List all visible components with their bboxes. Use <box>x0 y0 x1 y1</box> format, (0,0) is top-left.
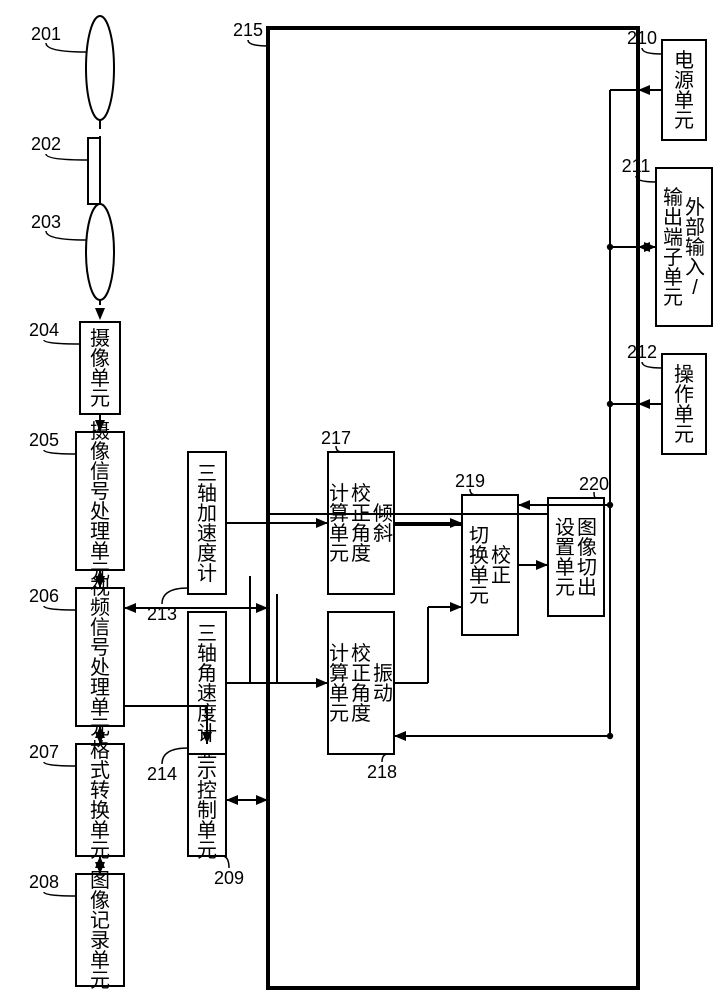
svg-text:218: 218 <box>367 762 397 782</box>
svg-text:显示控制单元: 显示控制单元 <box>197 740 217 862</box>
svg-text:201: 201 <box>31 24 61 44</box>
svg-text:208: 208 <box>29 872 59 892</box>
svg-text:211: 211 <box>622 156 651 176</box>
svg-text:图像切出: 图像切出 <box>577 517 597 599</box>
svg-text:切换单元: 切换单元 <box>469 525 489 607</box>
svg-text:倾斜: 倾斜 <box>373 502 393 545</box>
svg-text:校正: 校正 <box>491 544 511 587</box>
svg-text:204: 204 <box>29 320 59 340</box>
svg-text:计算单元: 计算单元 <box>329 482 349 565</box>
svg-text:校正角度: 校正角度 <box>351 642 371 725</box>
svg-text:219: 219 <box>455 471 485 491</box>
svg-text:209: 209 <box>214 868 244 888</box>
svg-text:视频信号处理单元: 视频信号处理单元 <box>90 576 110 739</box>
svg-text:三轴加速度计: 三轴加速度计 <box>197 463 217 585</box>
svg-text:电源单元: 电源单元 <box>674 49 694 132</box>
svg-text:摄像单元: 摄像单元 <box>90 327 110 410</box>
svg-text:217: 217 <box>321 428 351 448</box>
svg-text:振动: 振动 <box>373 662 393 705</box>
svg-text:计算单元: 计算单元 <box>329 642 349 725</box>
svg-text:210: 210 <box>627 28 657 48</box>
svg-text:212: 212 <box>627 342 657 362</box>
svg-text:203: 203 <box>31 212 61 232</box>
svg-text:操作单元: 操作单元 <box>674 363 694 446</box>
svg-text:摄像信号处理单元: 摄像信号处理单元 <box>90 420 110 583</box>
svg-text:215: 215 <box>233 20 263 40</box>
svg-text:202: 202 <box>31 134 61 154</box>
svg-text:214: 214 <box>147 764 177 784</box>
svg-text:校正角度: 校正角度 <box>351 482 371 565</box>
svg-text:输出端子单元: 输出端子单元 <box>663 186 683 309</box>
svg-text:206: 206 <box>29 586 59 606</box>
svg-text:205: 205 <box>29 430 59 450</box>
svg-text:设置单元: 设置单元 <box>555 516 575 599</box>
svg-text:图像记录单元: 图像记录单元 <box>90 870 110 992</box>
svg-text:220: 220 <box>579 474 609 494</box>
svg-text:207: 207 <box>29 742 59 762</box>
svg-text:格式转换单元: 格式转换单元 <box>90 739 110 862</box>
